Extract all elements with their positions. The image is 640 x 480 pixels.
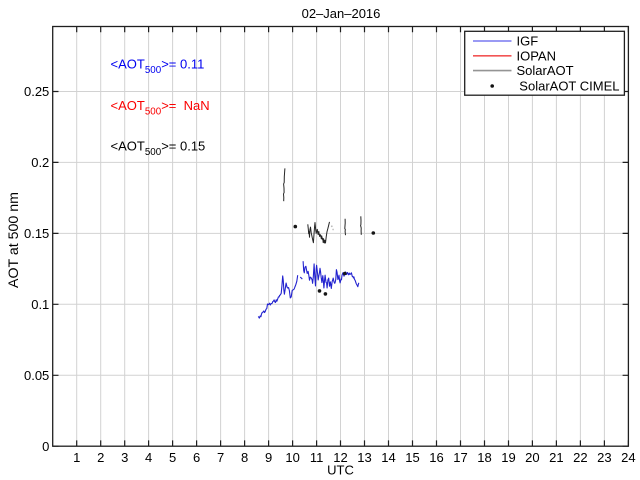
svg-text:21: 21 (549, 450, 563, 465)
svg-text:19: 19 (501, 450, 515, 465)
svg-text:4: 4 (145, 450, 152, 465)
svg-text:12: 12 (333, 450, 347, 465)
svg-text:AOT at 500 nm: AOT at 500 nm (6, 192, 22, 288)
svg-text:24: 24 (621, 450, 635, 465)
svg-text:02–Jan–2016: 02–Jan–2016 (302, 6, 381, 21)
svg-text:8: 8 (241, 450, 248, 465)
svg-text:16: 16 (429, 450, 443, 465)
svg-text:SolarAOT: SolarAOT (517, 63, 574, 78)
svg-text:0.1: 0.1 (31, 297, 49, 312)
svg-text:10: 10 (285, 450, 299, 465)
svg-text:17: 17 (453, 450, 467, 465)
svg-text:6: 6 (193, 450, 200, 465)
svg-text:0.25: 0.25 (24, 84, 49, 99)
svg-text:5: 5 (169, 450, 176, 465)
svg-text:UTC: UTC (327, 463, 354, 478)
svg-text:11: 11 (310, 450, 324, 465)
svg-text:0.2: 0.2 (31, 155, 49, 170)
svg-text:18: 18 (477, 450, 491, 465)
svg-text:IGF: IGF (517, 34, 539, 49)
svg-text:0.15: 0.15 (24, 226, 49, 241)
svg-text:SolarAOT CIMEL: SolarAOT CIMEL (519, 79, 619, 94)
svg-text:<AOT500>= NaN: <AOT500>= NaN (111, 98, 210, 118)
svg-text:2: 2 (97, 450, 104, 465)
svg-text:1: 1 (73, 450, 80, 465)
svg-text:7: 7 (217, 450, 224, 465)
svg-text:IOPAN: IOPAN (517, 48, 557, 63)
svg-text:15: 15 (405, 450, 419, 465)
svg-text:13: 13 (357, 450, 371, 465)
svg-text:<AOT500>= 0.11: <AOT500>= 0.11 (111, 56, 205, 76)
svg-text:3: 3 (121, 450, 128, 465)
svg-text:0: 0 (42, 439, 49, 454)
svg-text:23: 23 (597, 450, 611, 465)
svg-text:<AOT500>= 0.15: <AOT500>= 0.15 (111, 138, 206, 158)
svg-text:0.05: 0.05 (24, 368, 49, 383)
svg-text:14: 14 (381, 450, 395, 465)
svg-text:20: 20 (525, 450, 539, 465)
svg-text:9: 9 (265, 450, 272, 465)
svg-text:22: 22 (573, 450, 587, 465)
